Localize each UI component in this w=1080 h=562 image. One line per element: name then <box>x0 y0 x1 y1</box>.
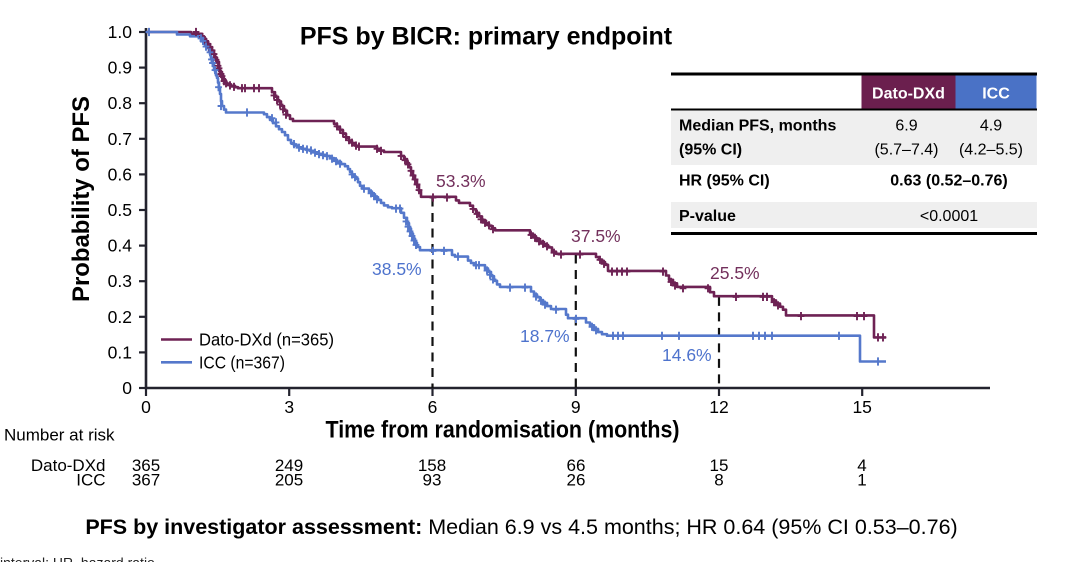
svg-text:1: 1 <box>857 471 866 490</box>
svg-text:<0.0001: <0.0001 <box>920 208 978 225</box>
svg-text:Time from randomisation (month: Time from randomisation (months) <box>326 417 680 444</box>
svg-text:ICC (n=367): ICC (n=367) <box>199 353 285 373</box>
svg-text:P-value: P-value <box>679 208 736 225</box>
svg-text:158: 158 <box>418 456 446 475</box>
svg-text:1.0: 1.0 <box>108 22 133 42</box>
svg-text:0.4: 0.4 <box>108 236 133 256</box>
svg-text:0.63 (0.52–0.76): 0.63 (0.52–0.76) <box>890 173 1007 190</box>
svg-text:PFS by investigator assessment: PFS by investigator assessment: Median 6… <box>85 515 957 539</box>
svg-text:14.6%: 14.6% <box>662 345 712 365</box>
svg-text:25.5%: 25.5% <box>710 263 760 283</box>
svg-text:38.5%: 38.5% <box>372 259 422 279</box>
svg-text:18.7%: 18.7% <box>520 326 570 346</box>
svg-text:249: 249 <box>275 456 303 475</box>
svg-text:4.9: 4.9 <box>980 117 1002 134</box>
svg-text:0: 0 <box>122 378 132 398</box>
svg-text:ICC: ICC <box>76 471 105 490</box>
svg-text:15: 15 <box>710 456 729 475</box>
svg-text:93: 93 <box>423 471 442 490</box>
svg-text:66: 66 <box>567 456 586 475</box>
svg-text:0.8: 0.8 <box>108 93 132 113</box>
svg-text:9: 9 <box>571 397 581 417</box>
svg-text:Median PFS, months: Median PFS, months <box>679 117 836 134</box>
svg-text:3: 3 <box>284 397 294 417</box>
svg-text:Number at risk: Number at risk <box>4 426 115 445</box>
svg-text:367: 367 <box>132 471 160 490</box>
svg-text:0.1: 0.1 <box>108 342 132 362</box>
svg-text:8: 8 <box>714 471 723 490</box>
svg-text:0.5: 0.5 <box>108 200 132 220</box>
svg-text:0.2: 0.2 <box>108 307 132 327</box>
svg-text:Dato-DXd: Dato-DXd <box>872 86 945 103</box>
svg-text:365: 365 <box>132 456 160 475</box>
svg-text:37.5%: 37.5% <box>571 226 621 246</box>
svg-text:15: 15 <box>852 397 871 417</box>
svg-text:4: 4 <box>857 456 866 475</box>
svg-text:6: 6 <box>428 397 438 417</box>
svg-text:0.3: 0.3 <box>108 271 132 291</box>
svg-text:26: 26 <box>567 471 586 490</box>
svg-text:0.6: 0.6 <box>108 164 132 184</box>
svg-text:Probability of PFS: Probability of PFS <box>68 96 95 302</box>
svg-text:0.7: 0.7 <box>108 129 132 149</box>
svg-text:(95% CI): (95% CI) <box>679 141 742 158</box>
svg-text:0: 0 <box>141 397 151 417</box>
svg-text:53.3%: 53.3% <box>436 171 486 191</box>
svg-text:Dato-DXd (n=365): Dato-DXd (n=365) <box>199 330 334 350</box>
svg-text:205: 205 <box>275 471 303 490</box>
svg-text:HR (95% CI): HR (95% CI) <box>679 173 770 190</box>
svg-text:(4.2–5.5): (4.2–5.5) <box>959 141 1023 158</box>
svg-text:6.9: 6.9 <box>895 117 917 134</box>
svg-text:Dato-DXd: Dato-DXd <box>31 456 106 475</box>
svg-text:interval; HR, hazard ratio: interval; HR, hazard ratio <box>0 555 155 562</box>
svg-text:12: 12 <box>709 397 728 417</box>
svg-text:PFS by BICR: primary endpoint: PFS by BICR: primary endpoint <box>300 23 673 51</box>
svg-text:ICC: ICC <box>982 86 1010 103</box>
svg-text:0.9: 0.9 <box>108 58 132 78</box>
svg-text:(5.7–7.4): (5.7–7.4) <box>874 141 938 158</box>
